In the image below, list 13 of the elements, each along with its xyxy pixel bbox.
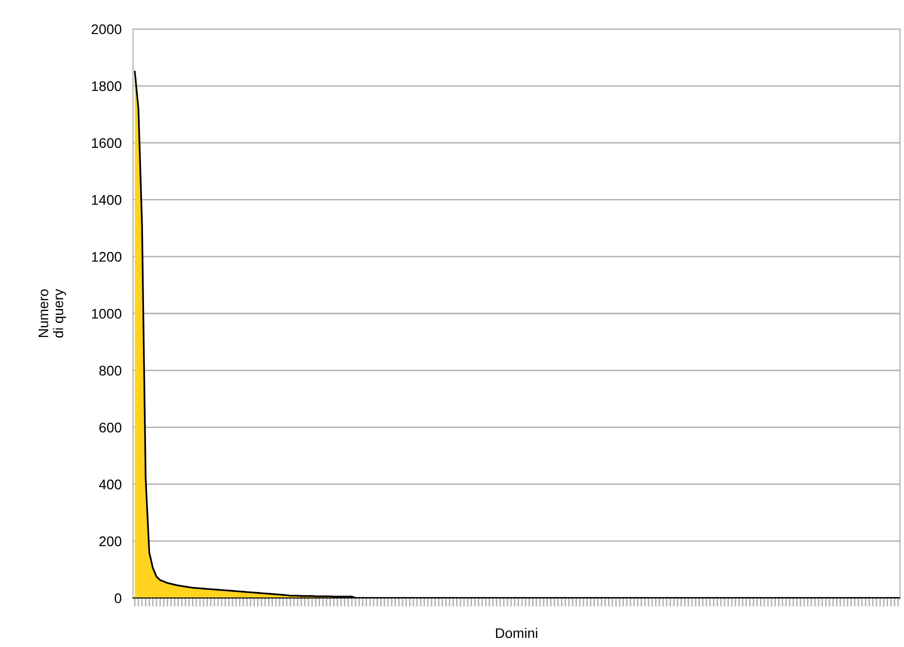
y-tick-label: 1200: [92, 252, 122, 262]
y-tick-label: 800: [99, 366, 122, 376]
y-tick-label: 1600: [92, 138, 122, 148]
y-tick-label: 600: [99, 422, 122, 432]
y-tick-label: 1800: [92, 81, 122, 92]
y-tick-label: 200: [99, 536, 122, 546]
y-tick-label: 1000: [92, 308, 122, 319]
y-axis-title: Numero di query: [38, 288, 66, 338]
x-axis-title: Domini: [496, 628, 538, 638]
y-tick-label: 1400: [92, 195, 122, 205]
y-tick-label: 0: [114, 593, 122, 604]
y-tick-label: 2000: [92, 24, 122, 34]
y-tick-label: 400: [99, 480, 122, 490]
